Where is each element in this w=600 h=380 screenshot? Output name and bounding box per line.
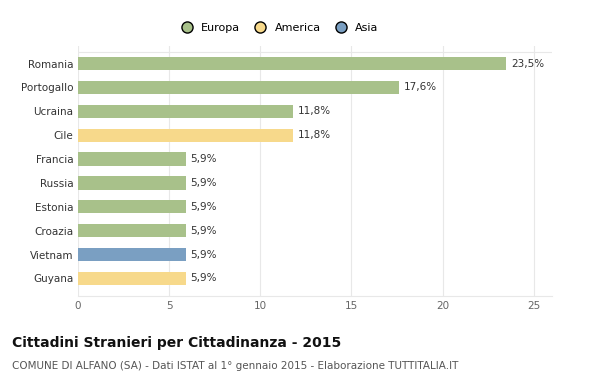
Text: 5,9%: 5,9% bbox=[190, 250, 217, 260]
Bar bbox=[78, 224, 185, 237]
Text: 11,8%: 11,8% bbox=[298, 106, 331, 116]
Bar bbox=[78, 105, 293, 118]
Text: 5,9%: 5,9% bbox=[190, 274, 217, 283]
Bar bbox=[78, 176, 185, 190]
Text: 23,5%: 23,5% bbox=[511, 59, 544, 68]
Text: COMUNE DI ALFANO (SA) - Dati ISTAT al 1° gennaio 2015 - Elaborazione TUTTITALIA.: COMUNE DI ALFANO (SA) - Dati ISTAT al 1°… bbox=[12, 361, 458, 371]
Text: Cittadini Stranieri per Cittadinanza - 2015: Cittadini Stranieri per Cittadinanza - 2… bbox=[12, 336, 341, 350]
Bar bbox=[78, 57, 506, 70]
Bar bbox=[78, 200, 185, 214]
Legend: Europa, America, Asia: Europa, America, Asia bbox=[171, 19, 383, 38]
Text: 5,9%: 5,9% bbox=[190, 178, 217, 188]
Bar bbox=[78, 272, 185, 285]
Text: 5,9%: 5,9% bbox=[190, 202, 217, 212]
Bar bbox=[78, 152, 185, 166]
Bar bbox=[78, 248, 185, 261]
Text: 5,9%: 5,9% bbox=[190, 226, 217, 236]
Bar bbox=[78, 128, 293, 142]
Text: 5,9%: 5,9% bbox=[190, 154, 217, 164]
Text: 17,6%: 17,6% bbox=[403, 82, 437, 92]
Text: 11,8%: 11,8% bbox=[298, 130, 331, 140]
Bar bbox=[78, 81, 399, 94]
